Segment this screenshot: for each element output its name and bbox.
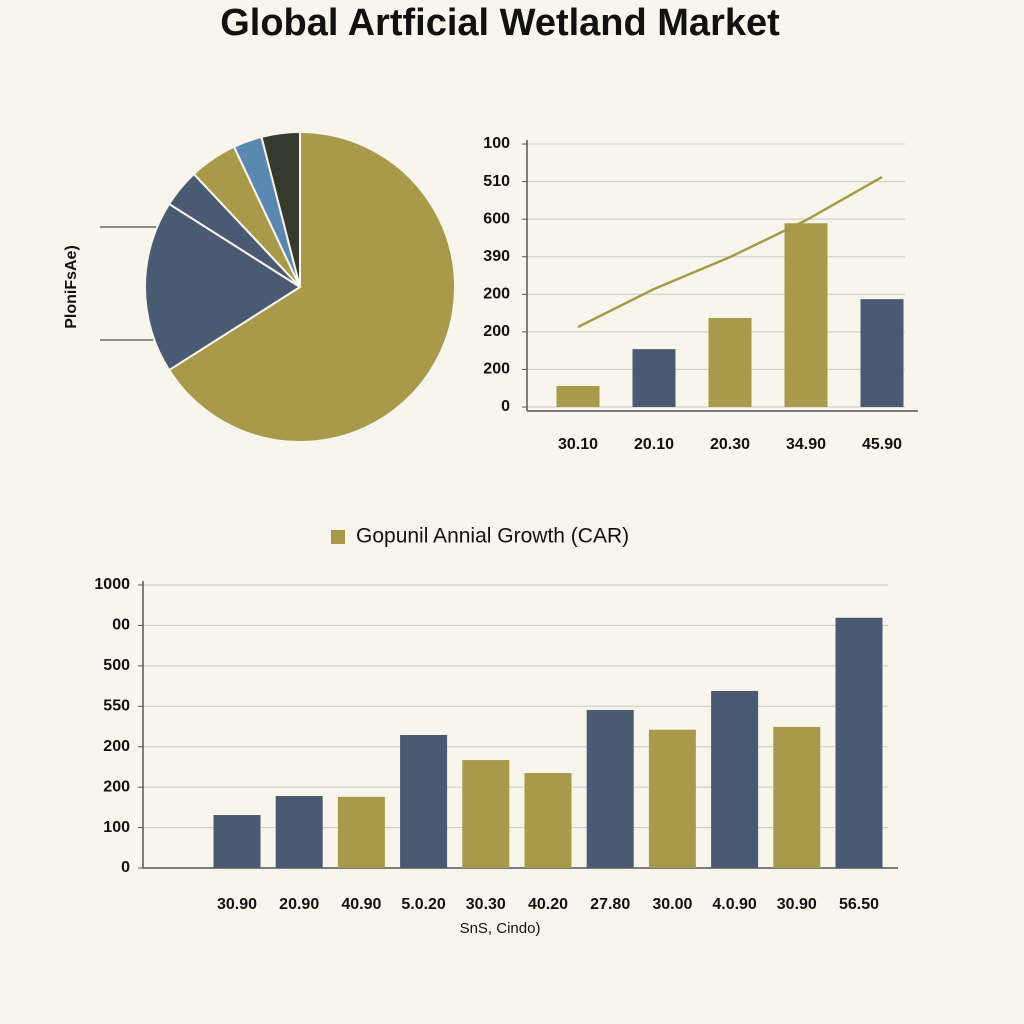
- bar: [213, 815, 261, 868]
- y-tick-label: 200: [483, 286, 510, 303]
- x-tick-label: 30.10: [558, 436, 598, 453]
- bar: [400, 734, 448, 868]
- y-tick-label: 1000: [94, 576, 130, 593]
- bar: [773, 726, 821, 868]
- bar: [711, 690, 759, 868]
- bar: [586, 709, 634, 868]
- x-tick-label: 20.30: [710, 436, 750, 453]
- y-tick-label: 100: [483, 135, 510, 152]
- bar: [708, 317, 752, 407]
- y-tick-label: 200: [483, 361, 510, 378]
- pie-slice: [167, 130, 456, 443]
- y-tick-label: 390: [483, 248, 510, 265]
- x-tick-label: 4.0.90: [712, 896, 757, 913]
- x-tick-label: 34.90: [786, 436, 826, 453]
- line: [577, 175, 883, 329]
- y-tick-label: 200: [103, 738, 130, 755]
- bar: [632, 349, 676, 407]
- x-tick-label: 45.90: [862, 436, 902, 453]
- bar: [835, 617, 883, 868]
- y-tick-label: 510: [483, 173, 510, 190]
- pie-slice: [260, 130, 301, 288]
- y-tick-label: 00: [112, 617, 130, 634]
- pie-slice: [144, 202, 302, 372]
- bar: [462, 760, 510, 868]
- y-tick-label: 100: [103, 819, 130, 836]
- x-tick-label: 30.90: [777, 896, 817, 913]
- x-tick-label: 30.90: [217, 896, 257, 913]
- y-tick-label: 0: [121, 859, 130, 876]
- bar: [524, 772, 572, 868]
- x-tick-label: 20.90: [279, 896, 319, 913]
- y-tick-label: 550: [103, 698, 130, 715]
- y-tick-label: 500: [103, 657, 130, 674]
- legend-label: Gopunil Annial Growth (CAR): [356, 525, 629, 548]
- y-tick-label: 0: [501, 398, 510, 415]
- x-tick-label: 5.0.20: [401, 896, 446, 913]
- bar: [784, 223, 828, 407]
- x-tick-label: 40.20: [528, 896, 568, 913]
- y-tick-label: 600: [483, 210, 510, 227]
- legend-swatch: [331, 530, 345, 544]
- bar: [337, 796, 385, 868]
- x-tick-label: 40.90: [341, 896, 381, 913]
- x-tick-label: 56.50: [839, 896, 879, 913]
- x-tick-label: 20.10: [634, 436, 674, 453]
- x-tick-label: 30.00: [652, 896, 692, 913]
- y-axis-label: PloniFsAe): [63, 245, 80, 329]
- bar: [648, 729, 696, 868]
- bar: [556, 385, 600, 407]
- x-axis-label: SnS, Cindo): [460, 920, 541, 937]
- bar: [275, 796, 323, 868]
- x-tick-label: 30.30: [466, 896, 506, 913]
- bar: [860, 299, 904, 407]
- x-tick-label: 27.80: [590, 896, 630, 913]
- page-title: Global Artficial Wetland Market: [220, 2, 780, 44]
- y-tick-label: 200: [483, 323, 510, 340]
- y-tick-label: 200: [103, 778, 130, 795]
